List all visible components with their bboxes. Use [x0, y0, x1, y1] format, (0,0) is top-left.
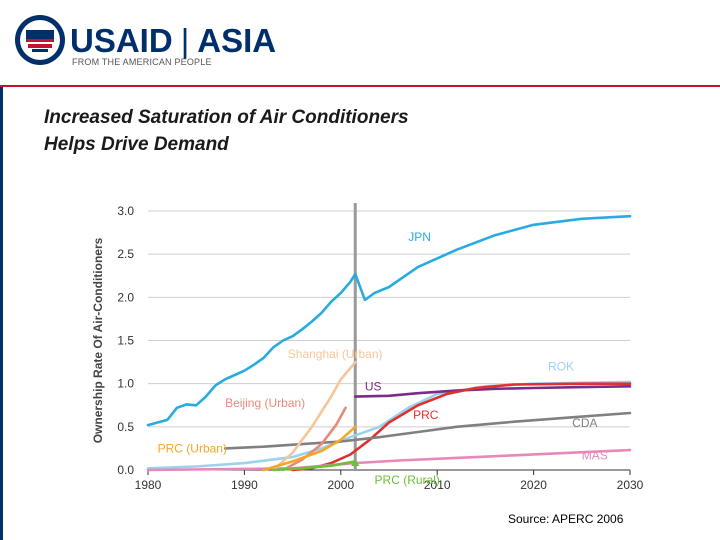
x-tick-label: 2010: [424, 478, 451, 492]
y-tick-label: 1.5: [117, 334, 134, 348]
series-label: Beijing (Urban): [225, 396, 305, 410]
rural-marker-icon: [351, 459, 360, 466]
x-tick-label: 2030: [617, 478, 644, 492]
y-tick-label: 2.0: [117, 290, 134, 304]
source-note: Source: APERC 2006: [508, 512, 624, 526]
y-tick-label: 1.0: [117, 377, 134, 391]
brand-separator: |: [180, 22, 190, 59]
series-line-beijing-urban: [281, 406, 347, 472]
left-accent-bar: [0, 87, 3, 540]
series-line-us: [354, 385, 632, 398]
series-label: CDA: [572, 416, 597, 430]
slide-title-line-1: Increased Saturation of Air Conditioners: [44, 107, 409, 128]
brand-logo: USAID | ASIA: [70, 22, 276, 60]
header: USAID | ASIA FROM THE AMERICAN PEOPLE: [0, 0, 720, 80]
slide-title: Increased Saturation of Air Conditioners…: [44, 104, 409, 158]
series-line-cda: [223, 411, 632, 450]
series-label: US: [365, 380, 382, 394]
series-label: PRC: [413, 408, 439, 422]
series-line-jpn: [146, 214, 632, 427]
y-tick-label: 3.0: [117, 204, 134, 218]
usaid-seal-icon: [15, 15, 65, 65]
series-label: Shanghai (Urban): [288, 347, 383, 361]
series-line-prc-urban: [262, 425, 357, 472]
slide-title-line-2: Helps Drive Demand: [44, 134, 229, 155]
x-tick-label: 1980: [135, 478, 162, 492]
series-line-prc: [291, 382, 632, 472]
series-line-prc-rural: [272, 460, 357, 472]
series-label: ROK: [548, 360, 574, 374]
y-tick-label: 0.0: [117, 463, 134, 477]
series-label: JPN: [408, 230, 431, 244]
x-tick-label: 2000: [327, 478, 354, 492]
series-label: MAS: [582, 449, 608, 463]
brand-region: ASIA: [197, 22, 277, 59]
series-label: PRC (Rural): [375, 473, 440, 487]
x-tick-label: 1990: [231, 478, 258, 492]
series-line-shanghai-urban: [272, 360, 357, 472]
x-tick-label: 2020: [520, 478, 547, 492]
ac-ownership-chart: 0.0 0.5 1.0 1.5 2.0 2.5 3.0 1980 1990 2000 2010 202…: [91, 203, 644, 492]
brand-usaid: USAID: [70, 22, 173, 59]
series-label: PRC (Urban): [158, 442, 227, 456]
y-tick-label: 0.5: [117, 420, 134, 434]
y-tick-label: 2.5: [117, 247, 134, 261]
header-divider: [0, 85, 720, 87]
y-axis-label: Ownership Rate Of Air-Conditioners: [91, 237, 105, 443]
brand-tagline: FROM THE AMERICAN PEOPLE: [72, 57, 212, 67]
